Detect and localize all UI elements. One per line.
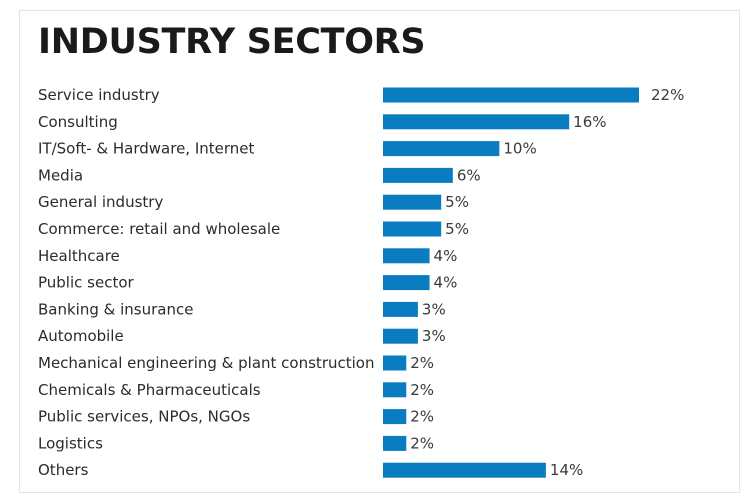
category-label: Healthcare (38, 247, 120, 265)
bar (383, 382, 407, 398)
bar (383, 167, 453, 183)
value-label: 2% (410, 381, 434, 399)
bar (383, 221, 442, 237)
bar (383, 301, 418, 317)
category-label: Logistics (38, 434, 103, 452)
category-label: General industry (38, 193, 163, 211)
value-label: 14% (550, 461, 583, 479)
bar (383, 409, 407, 425)
bar (383, 355, 407, 371)
bar (383, 275, 430, 291)
bar (383, 87, 639, 103)
value-label: 2% (410, 354, 434, 372)
bar (383, 435, 407, 451)
chart-title: INDUSTRY SECTORS (38, 22, 426, 62)
category-label: Public sector (38, 274, 135, 292)
value-label: 16% (573, 113, 606, 131)
value-label: 5% (445, 193, 469, 211)
bar (383, 462, 546, 478)
bar (383, 194, 442, 210)
category-label: Mechanical engineering & plant construct… (38, 354, 374, 372)
bar (383, 114, 570, 130)
value-label: 3% (422, 300, 446, 318)
value-label: 2% (410, 408, 434, 426)
bar (383, 328, 418, 344)
category-label: Commerce: retail and wholesale (38, 220, 280, 238)
category-label: Banking & insurance (38, 300, 193, 318)
value-label: 5% (445, 220, 469, 238)
value-label: 22% (651, 86, 684, 104)
category-label: Chemicals & Pharmaceuticals (38, 381, 261, 399)
value-label: 6% (457, 166, 481, 184)
category-label: Automobile (38, 327, 124, 345)
value-label: 2% (410, 434, 434, 452)
category-label: IT/Soft- & Hardware, Internet (38, 140, 255, 158)
category-label: Others (38, 461, 89, 479)
value-label: 4% (434, 247, 458, 265)
category-label: Media (38, 166, 83, 184)
category-label: Service industry (38, 86, 160, 104)
value-label: 4% (434, 274, 458, 292)
category-label: Public services, NPOs, NGOs (38, 408, 250, 426)
category-label: Consulting (38, 113, 118, 131)
value-label: 3% (422, 327, 446, 345)
bar (383, 141, 500, 157)
bar (383, 248, 430, 264)
value-label: 10% (503, 140, 536, 158)
